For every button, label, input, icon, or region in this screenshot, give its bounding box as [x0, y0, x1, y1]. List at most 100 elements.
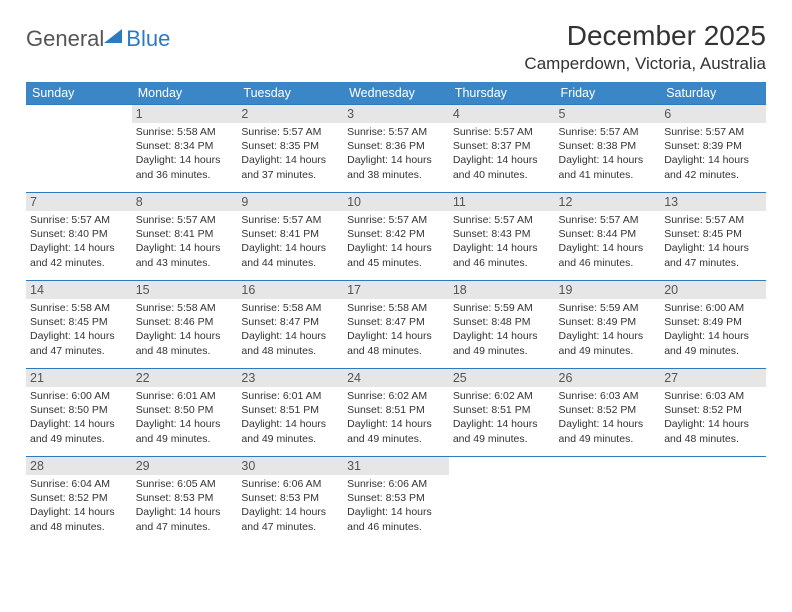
day-number: 21 [26, 369, 132, 387]
day-cell: 28 Sunrise: 6:04 AMSunset: 8:52 PMDayligh… [26, 457, 132, 545]
day-cell: 2 Sunrise: 5:57 AMSunset: 8:35 PMDaylight… [237, 105, 343, 193]
day-number: 3 [343, 105, 449, 123]
day-cell: 5 Sunrise: 5:57 AMSunset: 8:38 PMDaylight… [555, 105, 661, 193]
day-cell: 16 Sunrise: 5:58 AMSunset: 8:47 PMDayligh… [237, 281, 343, 369]
day-cell: 19 Sunrise: 5:59 AMSunset: 8:49 PMDayligh… [555, 281, 661, 369]
day-details: Sunrise: 5:57 AMSunset: 8:40 PMDaylight:… [26, 213, 132, 270]
day-number: 18 [449, 281, 555, 299]
dayhead-cell: Wednesday [343, 82, 449, 105]
location-text: Camperdown, Victoria, Australia [524, 54, 766, 74]
dayhead-cell: Thursday [449, 82, 555, 105]
day-details: Sunrise: 5:57 AMSunset: 8:38 PMDaylight:… [555, 125, 661, 182]
day-cell [449, 457, 555, 545]
day-details: Sunrise: 6:02 AMSunset: 8:51 PMDaylight:… [343, 389, 449, 446]
day-details: Sunrise: 5:57 AMSunset: 8:43 PMDaylight:… [449, 213, 555, 270]
day-details: Sunrise: 6:06 AMSunset: 8:53 PMDaylight:… [343, 477, 449, 534]
day-cell: 17 Sunrise: 5:58 AMSunset: 8:47 PMDayligh… [343, 281, 449, 369]
day-details: Sunrise: 5:57 AMSunset: 8:35 PMDaylight:… [237, 125, 343, 182]
week-row: 28 Sunrise: 6:04 AMSunset: 8:52 PMDayligh… [26, 457, 766, 545]
day-cell: 29 Sunrise: 6:05 AMSunset: 8:53 PMDayligh… [132, 457, 238, 545]
day-details: Sunrise: 6:00 AMSunset: 8:49 PMDaylight:… [660, 301, 766, 358]
day-number: 17 [343, 281, 449, 299]
day-details: Sunrise: 5:57 AMSunset: 8:45 PMDaylight:… [660, 213, 766, 270]
day-cell: 10Sunrise: 5:57 AMSunset: 8:42 PMDayligh… [343, 193, 449, 281]
day-number: 15 [132, 281, 238, 299]
calendar-table: SundayMondayTuesdayWednesdayThursdayFrid… [26, 82, 766, 545]
day-number: 4 [449, 105, 555, 123]
day-number: 27 [660, 369, 766, 387]
title-block: December 2025 Camperdown, Victoria, Aust… [524, 20, 766, 74]
day-cell: 4 Sunrise: 5:57 AMSunset: 8:37 PMDaylight… [449, 105, 555, 193]
day-number: 14 [26, 281, 132, 299]
day-details: Sunrise: 6:01 AMSunset: 8:50 PMDaylight:… [132, 389, 238, 446]
day-details: Sunrise: 5:57 AMSunset: 8:44 PMDaylight:… [555, 213, 661, 270]
brand-logo: General Blue [26, 20, 170, 52]
day-number: 26 [555, 369, 661, 387]
day-number: 29 [132, 457, 238, 475]
day-number: 19 [555, 281, 661, 299]
page-title: December 2025 [524, 20, 766, 52]
day-details: Sunrise: 6:03 AMSunset: 8:52 PMDaylight:… [555, 389, 661, 446]
day-cell: 20 Sunrise: 6:00 AMSunset: 8:49 PMDayligh… [660, 281, 766, 369]
day-cell: 30Sunrise: 6:06 AMSunset: 8:53 PMDayligh… [237, 457, 343, 545]
day-details: Sunrise: 5:57 AMSunset: 8:37 PMDaylight:… [449, 125, 555, 182]
day-details: Sunrise: 5:59 AMSunset: 8:49 PMDaylight:… [555, 301, 661, 358]
day-cell: 21Sunrise: 6:00 AMSunset: 8:50 PMDayligh… [26, 369, 132, 457]
day-cell [555, 457, 661, 545]
day-cell: 13Sunrise: 5:57 AMSunset: 8:45 PMDayligh… [660, 193, 766, 281]
day-number: 28 [26, 457, 132, 475]
day-details: Sunrise: 6:06 AMSunset: 8:53 PMDaylight:… [237, 477, 343, 534]
week-row: 7Sunrise: 5:57 AMSunset: 8:40 PMDaylight… [26, 193, 766, 281]
day-number: 6 [660, 105, 766, 123]
day-number: 8 [132, 193, 238, 211]
brand-name-1: General [26, 26, 104, 52]
day-details: Sunrise: 6:05 AMSunset: 8:53 PMDaylight:… [132, 477, 238, 534]
day-details: Sunrise: 5:57 AMSunset: 8:42 PMDaylight:… [343, 213, 449, 270]
day-number: 25 [449, 369, 555, 387]
day-cell: 26 Sunrise: 6:03 AMSunset: 8:52 PMDayligh… [555, 369, 661, 457]
day-number: 22 [132, 369, 238, 387]
day-number: 5 [555, 105, 661, 123]
week-row: 21Sunrise: 6:00 AMSunset: 8:50 PMDayligh… [26, 369, 766, 457]
day-cell [660, 457, 766, 545]
day-cell [26, 105, 132, 193]
day-cell: 27 Sunrise: 6:03 AMSunset: 8:52 PMDayligh… [660, 369, 766, 457]
day-cell: 3 Sunrise: 5:57 AMSunset: 8:36 PMDaylight… [343, 105, 449, 193]
day-number: 16 [237, 281, 343, 299]
day-details: Sunrise: 5:58 AMSunset: 8:47 PMDaylight:… [343, 301, 449, 358]
day-details: Sunrise: 6:01 AMSunset: 8:51 PMDaylight:… [237, 389, 343, 446]
dayhead-cell: Sunday [26, 82, 132, 105]
day-details: Sunrise: 5:57 AMSunset: 8:41 PMDaylight:… [132, 213, 238, 270]
day-cell: 25 Sunrise: 6:02 AMSunset: 8:51 PMDayligh… [449, 369, 555, 457]
day-cell: 15 Sunrise: 5:58 AMSunset: 8:46 PMDayligh… [132, 281, 238, 369]
brand-name-2: Blue [126, 26, 170, 52]
day-details: Sunrise: 6:04 AMSunset: 8:52 PMDaylight:… [26, 477, 132, 534]
day-number: 23 [237, 369, 343, 387]
day-cell: 31Sunrise: 6:06 AMSunset: 8:53 PMDayligh… [343, 457, 449, 545]
day-cell: 1Sunrise: 5:58 AMSunset: 8:34 PMDaylight… [132, 105, 238, 193]
calendar-body: 1Sunrise: 5:58 AMSunset: 8:34 PMDaylight… [26, 105, 766, 545]
day-cell: 24Sunrise: 6:02 AMSunset: 8:51 PMDayligh… [343, 369, 449, 457]
day-cell: 12Sunrise: 5:57 AMSunset: 8:44 PMDayligh… [555, 193, 661, 281]
day-cell: 9 Sunrise: 5:57 AMSunset: 8:41 PMDaylight… [237, 193, 343, 281]
day-number: 11 [449, 193, 555, 211]
day-cell: 14 Sunrise: 5:58 AMSunset: 8:45 PMDayligh… [26, 281, 132, 369]
day-details: Sunrise: 5:58 AMSunset: 8:46 PMDaylight:… [132, 301, 238, 358]
day-details: Sunrise: 5:58 AMSunset: 8:47 PMDaylight:… [237, 301, 343, 358]
day-details: Sunrise: 5:58 AMSunset: 8:45 PMDaylight:… [26, 301, 132, 358]
day-details: Sunrise: 5:58 AMSunset: 8:34 PMDaylight:… [132, 125, 238, 182]
dayhead-cell: Friday [555, 82, 661, 105]
day-details: Sunrise: 6:03 AMSunset: 8:52 PMDaylight:… [660, 389, 766, 446]
day-details: Sunrise: 5:59 AMSunset: 8:48 PMDaylight:… [449, 301, 555, 358]
dayhead-row: SundayMondayTuesdayWednesdayThursdayFrid… [26, 82, 766, 105]
day-number: 9 [237, 193, 343, 211]
day-details: Sunrise: 5:57 AMSunset: 8:36 PMDaylight:… [343, 125, 449, 182]
day-cell: 18 Sunrise: 5:59 AMSunset: 8:48 PMDayligh… [449, 281, 555, 369]
day-number: 20 [660, 281, 766, 299]
day-details: Sunrise: 5:57 AMSunset: 8:41 PMDaylight:… [237, 213, 343, 270]
dayhead-cell: Tuesday [237, 82, 343, 105]
day-details: Sunrise: 6:02 AMSunset: 8:51 PMDaylight:… [449, 389, 555, 446]
day-details: Sunrise: 5:57 AMSunset: 8:39 PMDaylight:… [660, 125, 766, 182]
day-number: 2 [237, 105, 343, 123]
dayhead-cell: Monday [132, 82, 238, 105]
